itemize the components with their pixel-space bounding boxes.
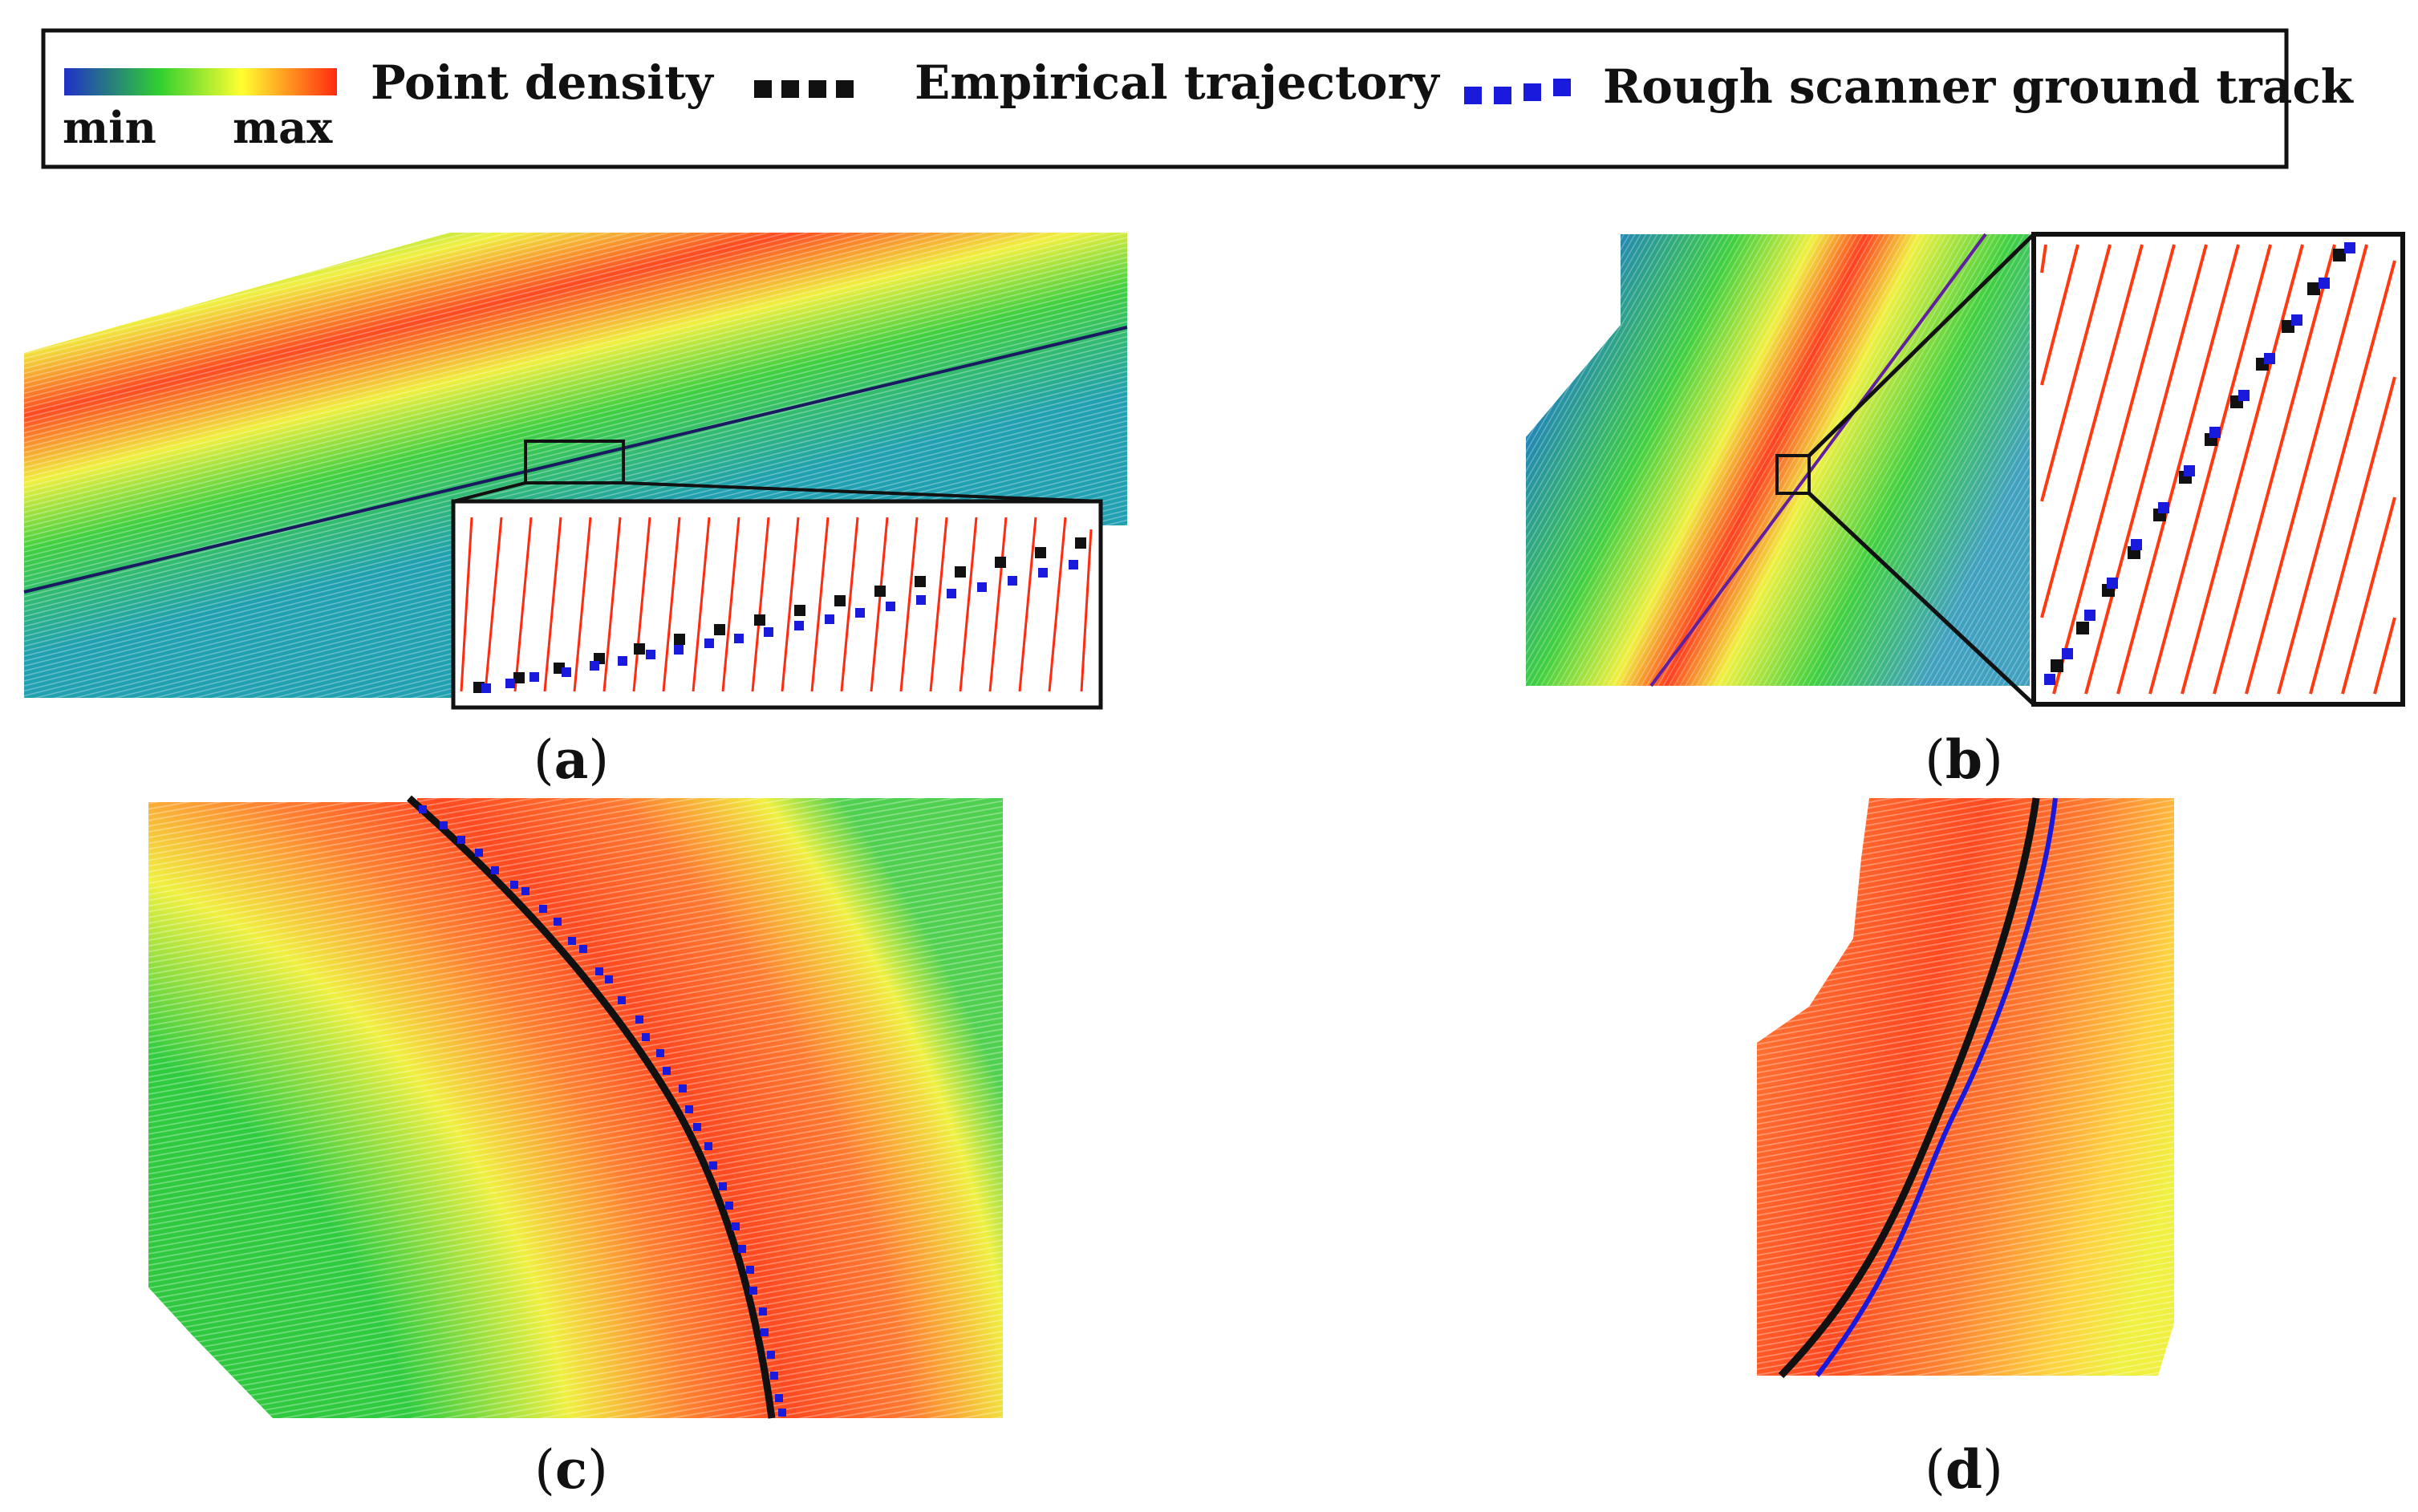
panel-a-inset-empirical-track bbox=[473, 537, 1086, 693]
min-label: min bbox=[63, 102, 156, 153]
panel-c-rough-track-points bbox=[419, 805, 786, 1417]
density-colorbar bbox=[64, 68, 337, 95]
panel-b-caption: (b) bbox=[1925, 728, 2003, 791]
panel-a-inset bbox=[451, 499, 1103, 710]
panel-a-trajectory-line bbox=[23, 326, 1128, 594]
empirical-trajectory-label: Empirical trajectory bbox=[915, 55, 1441, 110]
panel-d-empirical-trajectory bbox=[1778, 797, 2040, 1379]
panel-a-inset-scanlines bbox=[460, 517, 1093, 692]
max-label: max bbox=[233, 102, 333, 153]
panel-b-inset-scanlines bbox=[2040, 244, 2396, 695]
panel-a: (a) bbox=[23, 233, 1128, 791]
legend: Point density min max Empirical trajecto… bbox=[41, 28, 2355, 169]
panel-a-caption: (a) bbox=[534, 728, 609, 791]
density-label: Point density bbox=[371, 55, 715, 110]
empirical-trajectory-swatch bbox=[754, 80, 854, 98]
panel-b-inset bbox=[2031, 232, 2405, 707]
panel-b: (b) bbox=[1526, 232, 2405, 791]
panel-d: (d) bbox=[1757, 797, 2174, 1501]
panel-b-inset-rough-track bbox=[2044, 242, 2355, 685]
rough-ground-track-label: Rough scanner ground track bbox=[1603, 59, 2355, 114]
panel-a-zoom-connector-left bbox=[452, 481, 526, 503]
legend-frame bbox=[41, 28, 2289, 169]
panel-c: (c) bbox=[148, 795, 1003, 1501]
panel-b-trajectory-line bbox=[1649, 233, 1987, 687]
panel-a-inset-rough-track bbox=[481, 560, 1078, 693]
rough-ground-track-swatch bbox=[1464, 79, 1571, 104]
panel-c-empirical-trajectory bbox=[407, 795, 776, 1419]
panel-d-caption: (d) bbox=[1925, 1438, 2003, 1501]
panel-c-density-map bbox=[148, 798, 1003, 1418]
panel-b-zoom-connector-top bbox=[1807, 233, 2035, 457]
panel-b-zoom-connector-bottom bbox=[1807, 492, 2035, 706]
panel-c-caption: (c) bbox=[534, 1438, 608, 1501]
panel-a-zoom-box bbox=[524, 440, 625, 484]
panel-d-rough-track bbox=[1815, 797, 2058, 1377]
panel-a-zoom-connector-right bbox=[623, 481, 1101, 503]
panel-b-zoom-box bbox=[1775, 454, 1811, 495]
